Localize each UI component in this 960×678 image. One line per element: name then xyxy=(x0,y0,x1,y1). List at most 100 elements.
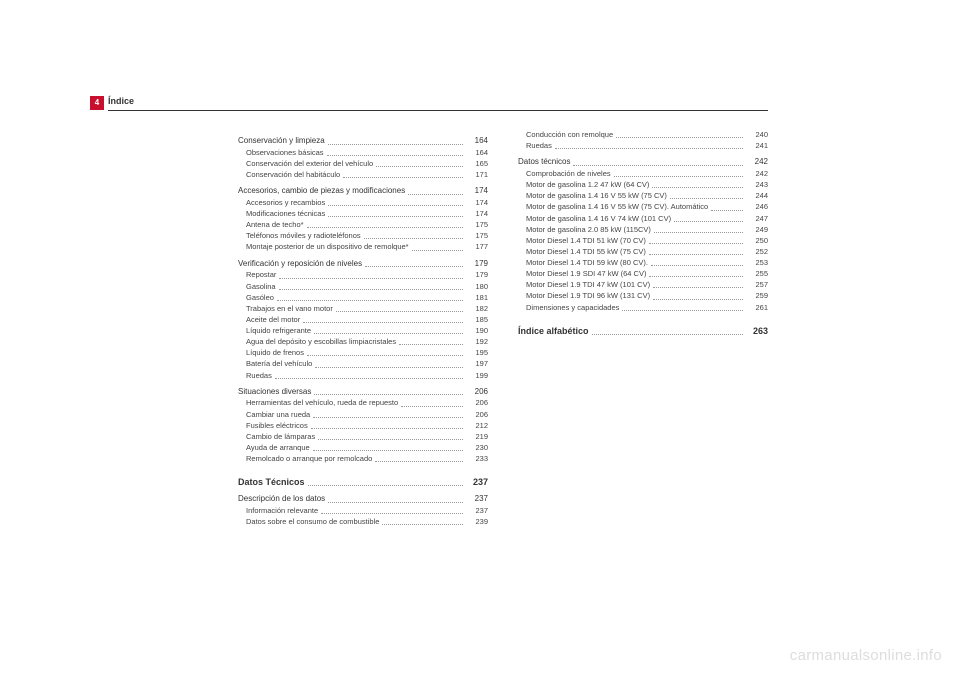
toc-label: Datos sobre el consumo de combustible xyxy=(246,517,379,527)
toc-leader xyxy=(313,450,463,451)
toc-entry: Datos Técnicos237 xyxy=(238,476,488,488)
toc-label: Líquido de frenos xyxy=(246,348,304,358)
toc-label: Gasolina xyxy=(246,282,276,292)
toc-label: Dimensiones y capacidades xyxy=(526,303,619,313)
toc-entry: Motor Diesel 1.4 TDI 55 kW (75 CV) 252 xyxy=(518,247,768,257)
toc-page: 190 xyxy=(466,326,488,336)
toc-label: Situaciones diversas xyxy=(238,387,311,398)
toc-leader xyxy=(365,266,463,267)
toc-entry: Accesorios y recambios174 xyxy=(238,198,488,208)
toc-page: 250 xyxy=(746,236,768,246)
toc-leader xyxy=(318,439,463,440)
toc-page: 237 xyxy=(466,506,488,516)
toc-leader xyxy=(307,227,463,228)
toc-leader xyxy=(321,513,463,514)
toc-entry: Descripción de los datos237 xyxy=(238,494,488,505)
toc-entry: Verificación y reposición de niveles 179 xyxy=(238,259,488,270)
toc-entry: Motor de gasolina 1.4 16 V 55 kW (75 CV)… xyxy=(518,191,768,201)
toc-page: 197 xyxy=(466,359,488,369)
toc-page: 195 xyxy=(466,348,488,358)
toc-entry: Información relevante 237 xyxy=(238,506,488,516)
toc-leader xyxy=(573,165,743,166)
toc-page: 179 xyxy=(466,259,488,270)
toc-leader xyxy=(303,322,463,323)
toc-entry: Teléfonos móviles y radioteléfonos175 xyxy=(238,231,488,241)
toc-label: Montaje posterior de un dispositivo de r… xyxy=(246,242,409,252)
toc-label: Motor de gasolina 1.4 16 V 55 kW (75 CV) xyxy=(526,191,667,201)
toc-leader xyxy=(308,485,463,486)
toc-label: Motor Diesel 1.4 TDI 59 kW (80 CV). xyxy=(526,258,648,268)
toc-page: 255 xyxy=(746,269,768,279)
toc-label: Comprobación de niveles xyxy=(526,169,611,179)
toc-leader xyxy=(654,232,743,233)
toc-entry: Trabajos en el vano motor182 xyxy=(238,304,488,314)
toc-entry: Motor de gasolina 1.4 16 V 55 kW (75 CV)… xyxy=(518,202,768,212)
toc-leader xyxy=(328,502,463,503)
toc-page: 261 xyxy=(746,303,768,313)
toc-label: Agua del depósito y escobillas limpiacri… xyxy=(246,337,396,347)
toc-page: 206 xyxy=(466,387,488,398)
toc-entry: Datos sobre el consumo de combustible 239 xyxy=(238,517,488,527)
toc-page: 206 xyxy=(466,410,488,420)
toc-entry: Conducción con remolque240 xyxy=(518,130,768,140)
toc-page: 242 xyxy=(746,157,768,168)
toc-entry: Comprobación de niveles242 xyxy=(518,169,768,179)
toc-label: Ruedas xyxy=(526,141,552,151)
toc-column-1: Conservación y limpieza164Observaciones … xyxy=(238,130,488,528)
toc-leader xyxy=(382,524,463,525)
toc-entry: Motor Diesel 1.9 TDI 47 kW (101 CV)257 xyxy=(518,280,768,290)
toc-leader xyxy=(277,300,463,301)
toc-leader xyxy=(412,250,463,251)
toc-entry: Índice alfabético263 xyxy=(518,325,768,337)
toc-leader xyxy=(614,176,743,177)
toc-leader xyxy=(555,148,743,149)
toc-entry: Conservación del habitáculo171 xyxy=(238,170,488,180)
toc-label: Motor Diesel 1.4 TDI 55 kW (75 CV) xyxy=(526,247,646,257)
toc-leader xyxy=(649,243,743,244)
toc-leader xyxy=(653,299,743,300)
toc-entry: Líquido refrigerante190 xyxy=(238,326,488,336)
toc-page: 243 xyxy=(746,180,768,190)
toc-label: Motor de gasolina 2.0 85 kW (115CV) xyxy=(526,225,651,235)
toc-page: 164 xyxy=(466,136,488,147)
toc-entry: Montaje posterior de un dispositivo de r… xyxy=(238,242,488,252)
toc-page: 247 xyxy=(746,214,768,224)
toc-leader xyxy=(653,287,743,288)
toc-page: 179 xyxy=(466,270,488,280)
toc-entry: Ruedas241 xyxy=(518,141,768,151)
toc-page: 239 xyxy=(466,517,488,527)
toc-leader xyxy=(649,254,743,255)
toc-page: 249 xyxy=(746,225,768,235)
toc-label: Motor Diesel 1.4 TDI 51 kW (70 CV) xyxy=(526,236,646,246)
page-number-tab: 4 xyxy=(90,96,104,110)
toc-label: Ayuda de arranque xyxy=(246,443,310,453)
toc-label: Información relevante xyxy=(246,506,318,516)
toc-entry: Dimensiones y capacidades 261 xyxy=(518,303,768,313)
toc-label: Verificación y reposición de niveles xyxy=(238,259,362,270)
toc-label: Conservación y limpieza xyxy=(238,136,325,147)
toc-page: 199 xyxy=(466,371,488,381)
toc-label: Cambiar una rueda xyxy=(246,410,310,420)
toc-page: 174 xyxy=(466,198,488,208)
toc-label: Motor de gasolina 1.4 16 V 55 kW (75 CV)… xyxy=(526,202,708,212)
toc-label: Índice alfabético xyxy=(518,325,589,337)
toc-entry: Motor Diesel 1.9 SDI 47 kW (64 CV)255 xyxy=(518,269,768,279)
toc-page: 175 xyxy=(466,231,488,241)
toc-entry: Ayuda de arranque230 xyxy=(238,443,488,453)
toc-leader xyxy=(275,378,463,379)
toc-leader xyxy=(313,417,463,418)
toc-page: 212 xyxy=(466,421,488,431)
toc-leader xyxy=(622,310,743,311)
toc-entry: Ruedas199 xyxy=(238,371,488,381)
toc-leader xyxy=(328,205,463,206)
toc-entry: Conservación y limpieza 164 xyxy=(238,136,488,147)
toc-page: 164 xyxy=(466,148,488,158)
toc-page: 252 xyxy=(746,247,768,257)
toc-label: Batería del vehículo xyxy=(246,359,312,369)
toc-label: Accesorios, cambio de piezas y modificac… xyxy=(238,186,405,197)
toc-page: 246 xyxy=(746,202,768,212)
toc-entry: Cambio de lámparas219 xyxy=(238,432,488,442)
toc-leader xyxy=(711,210,743,211)
toc-entry: Repostar179 xyxy=(238,270,488,280)
toc-entry: Motor de gasolina 2.0 85 kW (115CV) 249 xyxy=(518,225,768,235)
